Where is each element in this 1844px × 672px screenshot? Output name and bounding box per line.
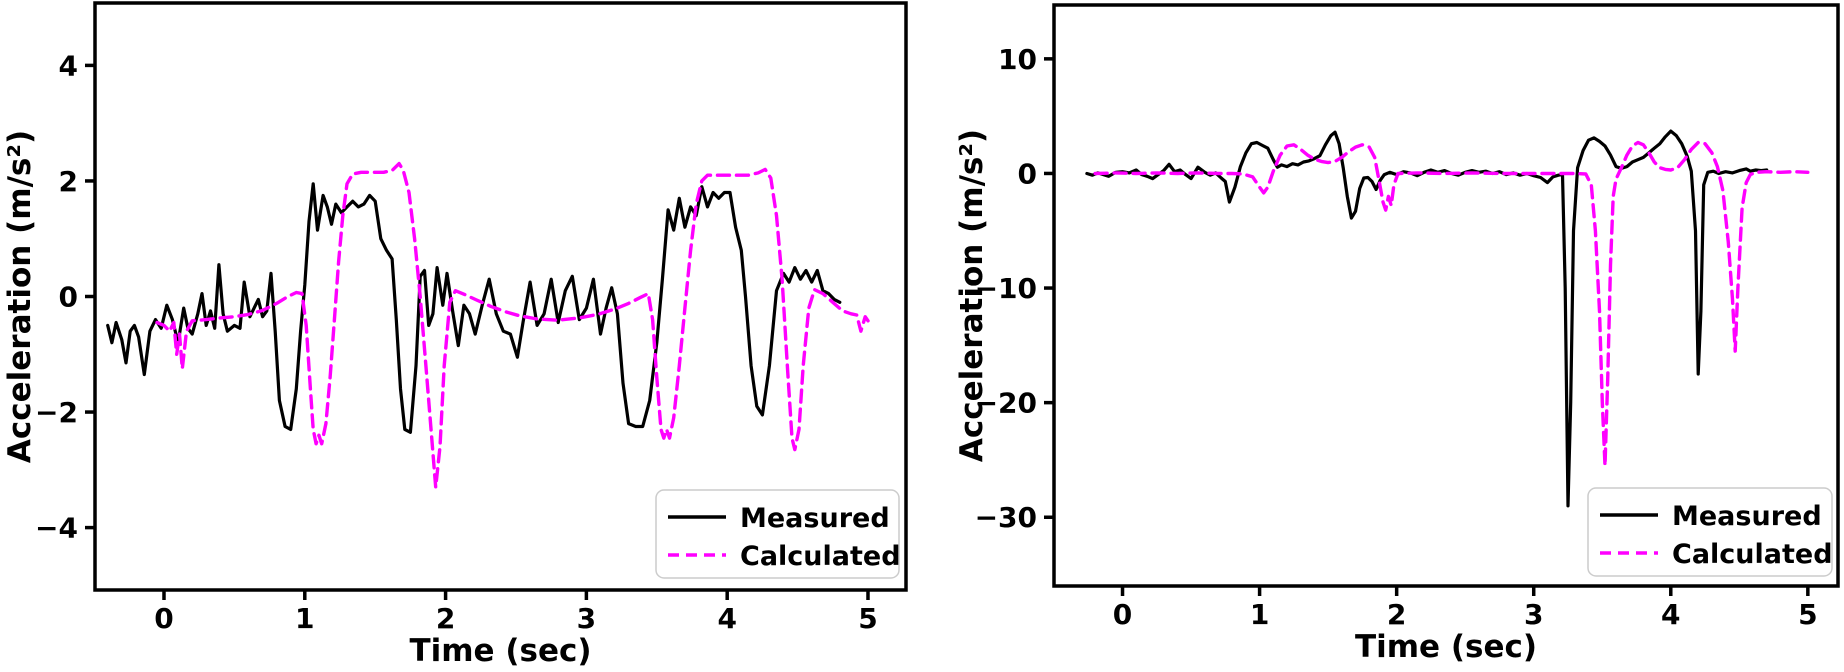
legend-box [655, 489, 900, 579]
chart-right: 0 1 2 3 4 5 10 0 −10 −20 −30 Time (sec) Acceleration… [954, 3, 1840, 665]
calculated-line [1093, 140, 1810, 468]
measured-line [106, 182, 842, 434]
x-tick-label: 5 [858, 602, 877, 635]
x-tick-label: 1 [1250, 598, 1269, 631]
y-tick-label: 0 [59, 281, 78, 314]
legend-measured-label: Measured [740, 503, 890, 534]
chart-left: 0 1 2 3 4 5 4 2 0 −2 −4 Time (sec) Acceleration (m/s… [2, 1, 908, 669]
legend-box [1587, 487, 1833, 577]
y-tick-label: 2 [59, 165, 78, 198]
calculated-line [155, 161, 870, 489]
y-tick-label: −2 [35, 396, 78, 429]
measured-line [1085, 129, 1769, 508]
y-tick-label: −10 [975, 272, 1037, 305]
y-axis-label: Acceleration (m/s²) [2, 130, 38, 463]
legend: Measured Calculated [655, 489, 901, 579]
x-tick-label: 5 [1798, 598, 1817, 631]
x-tick-label: 4 [1661, 598, 1680, 631]
x-tick-label: 2 [436, 602, 455, 635]
y-tick-label: 10 [998, 43, 1037, 76]
y-tick-label: −20 [975, 387, 1037, 420]
x-tick-label: 3 [577, 602, 596, 635]
y-tick-label: −4 [35, 512, 78, 545]
legend-measured-label: Measured [1672, 501, 1822, 532]
y-tick-label: −30 [975, 501, 1037, 534]
legend-calculated-label: Calculated [740, 541, 901, 572]
x-tick-label: 4 [717, 602, 736, 635]
x-axis-label: Time (sec) [409, 633, 591, 669]
x-tick-label: 1 [295, 602, 314, 635]
y-axis-label: Acceleration (m/s²) [954, 129, 990, 462]
legend: Measured Calculated [1587, 487, 1833, 577]
x-tick-label: 2 [1387, 598, 1406, 631]
plot-border [1052, 3, 1840, 588]
x-tick-label: 3 [1524, 598, 1543, 631]
y-tick-label: 4 [59, 49, 78, 82]
x-axis-label: Time (sec) [1355, 629, 1537, 665]
legend-calculated-label: Calculated [1672, 539, 1833, 570]
y-tick-label: 0 [1018, 157, 1037, 190]
x-tick-label: 0 [154, 602, 173, 635]
x-tick-label: 0 [1113, 598, 1132, 631]
